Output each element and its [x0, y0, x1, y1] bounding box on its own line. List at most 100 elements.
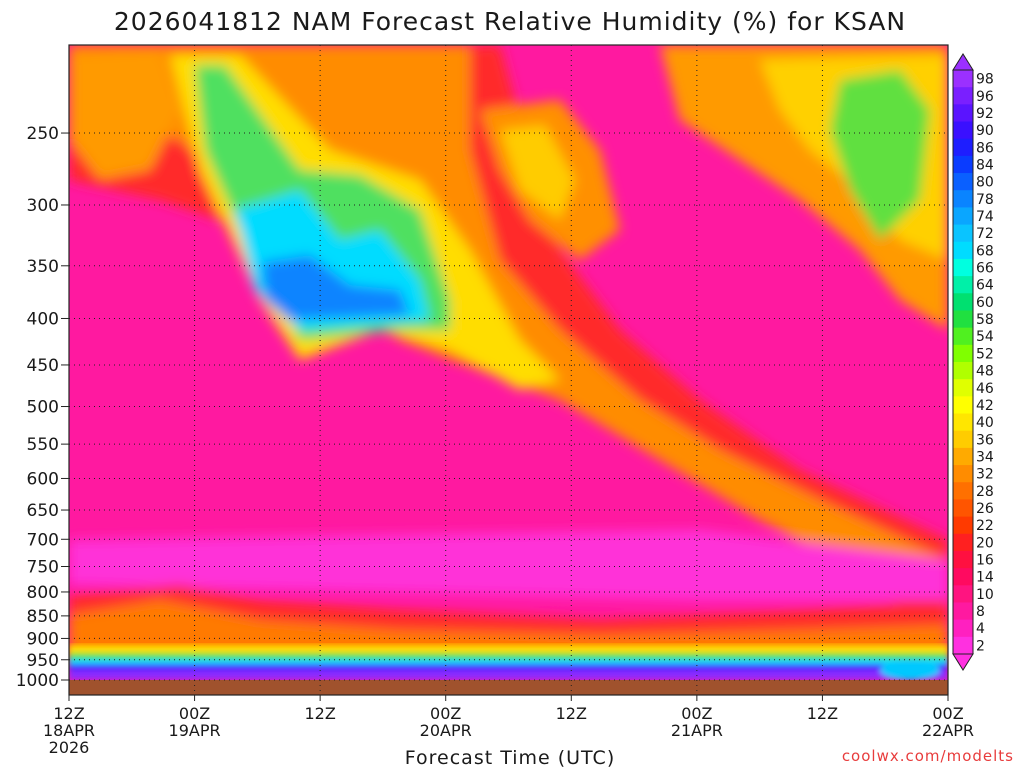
x-tick-label: 00Z: [430, 704, 461, 723]
y-tick-label: 550: [27, 435, 59, 455]
colorbar-swatch: [953, 104, 973, 123]
colorbar-swatch: [953, 87, 973, 105]
colorbar-label: 22: [976, 518, 994, 534]
colorbar-label: 48: [976, 364, 994, 380]
colorbar-swatch: [953, 396, 973, 415]
colorbar-label: 20: [976, 535, 994, 551]
credit-text: coolwx.com/modelts: [842, 747, 1014, 765]
colorbar-label: 64: [976, 278, 994, 294]
colorbar: 9896929086848078747268666460585452484642…: [952, 53, 994, 671]
colorbar-frame: [952, 69, 974, 655]
colorbar-label: 42: [976, 398, 994, 414]
colorbar-label: 84: [976, 157, 994, 173]
colorbar-label: 60: [976, 295, 994, 311]
y-tick-label: 350: [27, 257, 59, 277]
colorbar-swatch: [953, 224, 973, 243]
colorbar-swatch: [953, 155, 973, 174]
colorbar-label: 40: [976, 415, 994, 431]
colorbar-swatch: [953, 241, 973, 260]
colorbar-label: 96: [976, 89, 994, 105]
colorbar-label: 80: [976, 175, 994, 191]
colorbar-swatch: [953, 344, 973, 363]
colorbar-bottom-arrow: [952, 653, 974, 671]
rh-layer-purple: [69, 670, 948, 680]
x-tick-label: 12Z: [556, 704, 587, 723]
y-tick-label: 750: [27, 557, 59, 577]
colorbar-swatch: [953, 138, 973, 157]
rh-layer-cyan: [69, 659, 948, 667]
x-axis-label: Forecast Time (UTC): [405, 747, 615, 768]
colorbar-label: 14: [976, 570, 994, 586]
colorbar-label: 8: [976, 604, 985, 620]
colorbar-label: 90: [976, 123, 994, 139]
colorbar-label: 98: [976, 72, 994, 88]
colorbar-label: 32: [976, 467, 994, 483]
colorbar-label: 66: [976, 261, 994, 277]
colorbar-swatch: [953, 516, 973, 535]
rh-region-moist-blue: [262, 255, 410, 320]
colorbar-label: 4: [976, 621, 985, 637]
colorbar-swatch: [953, 258, 973, 277]
y-tick-label: 250: [27, 124, 59, 144]
rh-field: [69, 45, 948, 695]
y-tick-label: 800: [27, 583, 59, 603]
y-tick-label: 400: [27, 309, 59, 329]
colorbar-label: 28: [976, 484, 994, 500]
colorbar-swatch: [953, 430, 973, 449]
y-tick-label: 650: [27, 501, 59, 521]
x-tick-year: 2026: [49, 738, 90, 757]
y-tick-label: 600: [27, 469, 59, 489]
rh-region-left-orange: [69, 50, 180, 180]
rh-layer-cyan-patch: [880, 660, 940, 680]
y-tick-label: 300: [27, 196, 59, 216]
colorbar-swatch: [953, 619, 973, 638]
colorbar-swatch: [953, 362, 973, 380]
colorbar-swatch: [953, 602, 973, 621]
y-tick-label: 900: [27, 629, 59, 649]
x-tick-date: 21APR: [671, 721, 723, 740]
colorbar-swatch: [953, 121, 973, 140]
x-tick-label: 00Z: [681, 704, 712, 723]
colorbar-swatch: [953, 482, 973, 500]
colorbar-swatch: [953, 173, 973, 191]
y-tick-label: 950: [27, 651, 59, 671]
terrain-ground: [69, 680, 948, 695]
rh-field-sharp: [69, 645, 948, 680]
y-tick-label: 500: [27, 398, 59, 418]
x-tick-date: 19APR: [169, 721, 221, 740]
colorbar-swatch: [953, 413, 973, 432]
colorbar-label: 58: [976, 312, 994, 328]
colorbar-swatch: [953, 327, 973, 346]
x-tick-date: 18APR: [43, 721, 95, 740]
colorbar-label: 72: [976, 226, 994, 242]
rh-region-lower-magenta: [69, 530, 948, 600]
x-tick-label: 12Z: [53, 704, 84, 723]
colorbar-label: 92: [976, 106, 994, 122]
colorbar-label: 74: [976, 209, 994, 225]
colorbar-swatch: [953, 379, 973, 397]
colorbar-label: 78: [976, 192, 994, 208]
colorbar-label: 46: [976, 381, 994, 397]
colorbar-swatch: [953, 190, 973, 208]
colorbar-swatch: [953, 533, 973, 552]
colorbar-swatch: [953, 636, 973, 655]
colorbar-swatch: [953, 465, 973, 483]
y-tick-label: 850: [27, 607, 59, 627]
colorbar-label: 68: [976, 243, 994, 259]
x-tick-date: 20APR: [420, 721, 472, 740]
colorbar-label: 86: [976, 140, 994, 156]
colorbar-label: 16: [976, 553, 994, 569]
colorbar-swatch: [953, 276, 973, 294]
colorbar-swatch: [953, 207, 973, 226]
colorbar-label: 10: [976, 587, 994, 603]
x-tick-label: 12Z: [807, 704, 838, 723]
colorbar-swatch: [953, 585, 973, 603]
y-tick-label: 700: [27, 530, 59, 550]
x-tick-label: 00Z: [932, 704, 963, 723]
x-tick-date: 22APR: [922, 721, 974, 740]
colorbar-label: 36: [976, 432, 994, 448]
rh-region-right-green: [830, 70, 930, 240]
y-axis: 2503003504004505005506006507007508008509…: [16, 124, 69, 691]
